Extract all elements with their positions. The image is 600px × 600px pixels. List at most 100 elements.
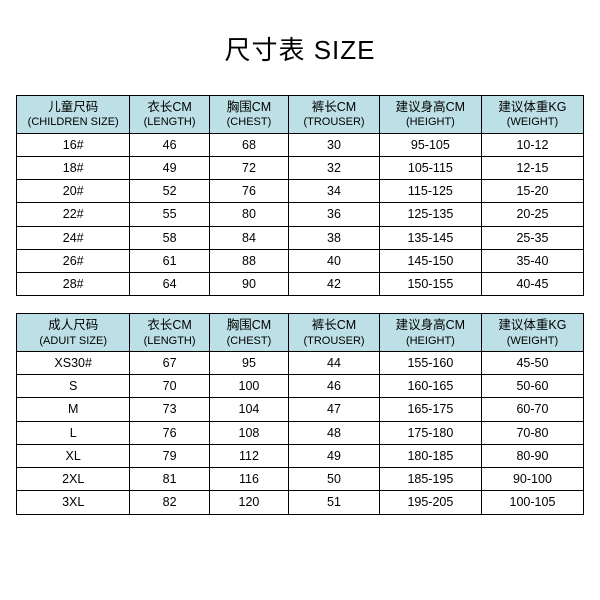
children-header-row: 儿童尺码(CHILDREN SIZE) 衣长CM(LENGTH) 胸围CM(CH… [17,96,584,134]
col-header-main: 成人尺码 [19,317,127,333]
col-header: 胸围CM(CHEST) [209,314,288,352]
table-row: L7610848175-18070-80 [17,421,584,444]
col-header-sub: (HEIGHT) [382,334,479,348]
col-header-main: 胸围CM [212,99,286,115]
cell: 20# [17,180,130,203]
col-header-main: 儿童尺码 [19,99,127,115]
cell: 48 [289,421,380,444]
col-header: 裤长CM(TROUSER) [289,314,380,352]
col-header-sub: (CHEST) [212,334,286,348]
cell: 100-105 [481,491,583,514]
col-header: 胸围CM(CHEST) [209,96,288,134]
size-table: 儿童尺码(CHILDREN SIZE) 衣长CM(LENGTH) 胸围CM(CH… [16,95,584,515]
table-row: 3XL8212051195-205100-105 [17,491,584,514]
cell: 76 [209,180,288,203]
cell: 51 [289,491,380,514]
cell: XS30# [17,351,130,374]
col-header: 建议体重KG(WEIGHT) [481,96,583,134]
cell: 175-180 [379,421,481,444]
cell: 26# [17,249,130,272]
cell: M [17,398,130,421]
cell: 79 [130,444,209,467]
col-header-main: 衣长CM [132,317,206,333]
adult-section: 成人尺码(ADUIT SIZE) 衣长CM(LENGTH) 胸围CM(CHEST… [17,314,584,514]
cell: 42 [289,273,380,296]
col-header: 衣长CM(LENGTH) [130,314,209,352]
cell: 50 [289,468,380,491]
cell: 76 [130,421,209,444]
col-header-main: 建议体重KG [484,99,581,115]
cell: 160-165 [379,375,481,398]
cell: 28# [17,273,130,296]
col-header-sub: (TROUSER) [291,115,377,129]
cell: 81 [130,468,209,491]
cell: S [17,375,130,398]
cell: 30 [289,133,380,156]
cell: L [17,421,130,444]
cell: 40-45 [481,273,583,296]
col-header: 裤长CM(TROUSER) [289,96,380,134]
cell: 46 [289,375,380,398]
col-header-sub: (LENGTH) [132,334,206,348]
cell: 45-50 [481,351,583,374]
cell: 112 [209,444,288,467]
adult-header-row: 成人尺码(ADUIT SIZE) 衣长CM(LENGTH) 胸围CM(CHEST… [17,314,584,352]
cell: 10-12 [481,133,583,156]
cell: 135-145 [379,226,481,249]
cell: 90-100 [481,468,583,491]
cell: 52 [130,180,209,203]
cell: 80 [209,203,288,226]
page-title: 尺寸表 SIZE [224,30,375,67]
col-header-sub: (CHEST) [212,115,286,129]
table-row: 18#497232105-11512-15 [17,156,584,179]
cell: 80-90 [481,444,583,467]
cell: 195-205 [379,491,481,514]
table-row: 26#618840145-15035-40 [17,249,584,272]
cell: 64 [130,273,209,296]
cell: 72 [209,156,288,179]
cell: 100 [209,375,288,398]
cell: 58 [130,226,209,249]
cell: 116 [209,468,288,491]
cell: 22# [17,203,130,226]
cell: 125-135 [379,203,481,226]
cell: 95 [209,351,288,374]
cell: 16# [17,133,130,156]
cell: 32 [289,156,380,179]
cell: 68 [209,133,288,156]
table-row: 28#649042150-15540-45 [17,273,584,296]
col-header-sub: (LENGTH) [132,115,206,129]
cell: 90 [209,273,288,296]
cell: 67 [130,351,209,374]
cell: 49 [289,444,380,467]
col-header-main: 建议身高CM [382,99,479,115]
section-spacer [17,296,584,314]
col-header: 建议身高CM(HEIGHT) [379,96,481,134]
cell: 50-60 [481,375,583,398]
col-header-main: 衣长CM [132,99,206,115]
cell: 95-105 [379,133,481,156]
cell: 150-155 [379,273,481,296]
cell: 40 [289,249,380,272]
cell: 55 [130,203,209,226]
table-row: S7010046160-16550-60 [17,375,584,398]
cell: 155-160 [379,351,481,374]
cell: 34 [289,180,380,203]
col-header-main: 建议体重KG [484,317,581,333]
cell: 46 [130,133,209,156]
table-row: 24#588438135-14525-35 [17,226,584,249]
cell: 108 [209,421,288,444]
cell: 25-35 [481,226,583,249]
col-header: 建议身高CM(HEIGHT) [379,314,481,352]
table-row: 22#558036125-13520-25 [17,203,584,226]
col-header-sub: (HEIGHT) [382,115,479,129]
cell: 120 [209,491,288,514]
table-row: XL7911249180-18580-90 [17,444,584,467]
children-section: 儿童尺码(CHILDREN SIZE) 衣长CM(LENGTH) 胸围CM(CH… [17,96,584,296]
cell: 36 [289,203,380,226]
col-header-main: 胸围CM [212,317,286,333]
table-row: XS30#679544155-16045-50 [17,351,584,374]
cell: 60-70 [481,398,583,421]
cell: 15-20 [481,180,583,203]
cell: 70-80 [481,421,583,444]
